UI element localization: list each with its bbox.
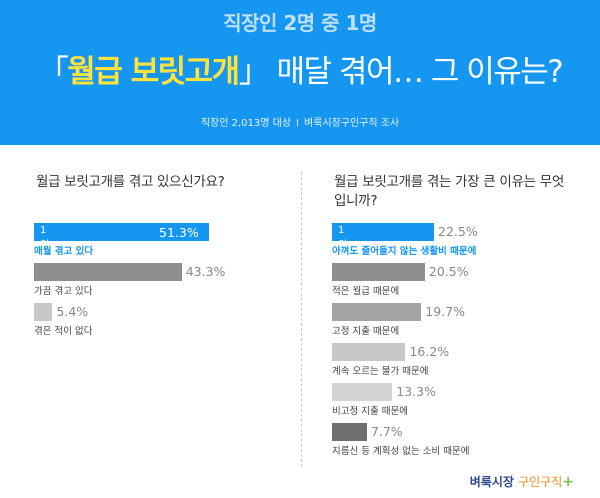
value-label-1-2: 19.7% — [425, 304, 466, 319]
category-label-1-5: 지름신 등 계획성 없는 소비 때문에 — [332, 446, 470, 457]
category-label-0-0: 매월 겪고 있다 — [34, 246, 94, 257]
bar-1-3 — [332, 343, 406, 361]
left-chart-title: 월급 보릿고개를 겪고 있으신가요? — [36, 174, 225, 190]
bar-0-1 — [34, 263, 182, 281]
category-label-1-3: 계속 오르는 물가 때문에 — [332, 366, 429, 377]
category-label-1-2: 고정 지출 때문에 — [332, 326, 400, 337]
rank-badge-1: 1위 — [338, 225, 348, 251]
bar-1-4 — [332, 383, 393, 401]
bar-1-1 — [332, 263, 425, 281]
value-label-1-3: 16.2% — [409, 344, 450, 359]
category-label-1-4: 비고정 지출 때문에 — [332, 406, 408, 417]
bar-1-5 — [332, 423, 367, 441]
right-chart-title: 월급 보릿고개를 겪는 가장 큰 이유는 무엇입니까? — [334, 174, 564, 209]
bar-1-2 — [332, 303, 422, 321]
brand-plus-icon: + — [562, 474, 574, 490]
brand-main: 벼룩시장 — [469, 475, 514, 489]
header-banner: 직장인 2명 중 1명 「월급 보릿고개」 매달 겪어… 그 이유는? 직장인 … — [0, 0, 600, 145]
value-label-1-4: 13.3% — [396, 384, 436, 399]
value-label-1-1: 20.5% — [428, 264, 469, 279]
value-label-0-1: 43.3% — [185, 264, 226, 279]
panel-divider — [301, 172, 302, 467]
value-label-1-5: 7.7% — [370, 424, 403, 439]
brand-accent: 구인구직 — [518, 475, 563, 489]
category-label-1-0: 아껴도 줄어들지 않는 생활비 때문에 — [332, 246, 477, 257]
value-label-0-0: 51.3% — [159, 225, 199, 240]
bar-1-0 — [332, 223, 434, 241]
bar-0-2 — [34, 303, 53, 321]
value-label-0-2: 5.4% — [56, 304, 89, 319]
survey-separator: I — [296, 118, 299, 129]
title-highlight: 월급 보릿고개 — [67, 54, 240, 90]
survey-source: 벼룩시장구인구직 조사 — [303, 118, 400, 129]
title-rest: 매달 겪어… 그 이유는? — [268, 54, 564, 90]
value-label-1-0: 22.5% — [438, 224, 478, 239]
title-bracket-open: 「 — [37, 54, 69, 90]
brand-logo: 벼룩시장 구인구직+ — [470, 473, 574, 490]
survey-note: 직장인 2,013명 대상 I 벼룩시장구인구직 조사 — [0, 114, 600, 129]
main-title: 「월급 보릿고개」 매달 겪어… 그 이유는? — [0, 46, 600, 91]
survey-count: 직장인 2,013명 대상 — [200, 118, 292, 129]
bar-0-0 — [34, 223, 209, 241]
sup-title: 직장인 2명 중 1명 — [223, 11, 377, 35]
category-label-1-1: 적은 월급 때문에 — [332, 286, 400, 297]
category-label-0-1: 가끔 겪고 있다 — [34, 286, 93, 297]
rank-badge-0: 1위 — [40, 225, 50, 251]
category-label-0-2: 겪은 적이 없다 — [34, 326, 93, 337]
title-bracket-close: 」 — [238, 54, 270, 90]
